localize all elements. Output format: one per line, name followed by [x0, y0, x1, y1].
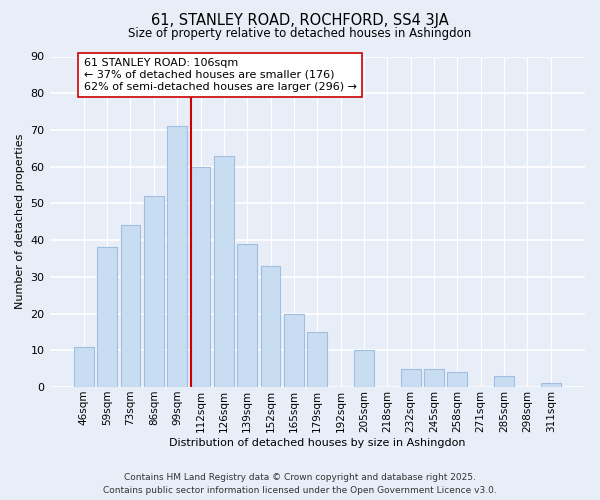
Bar — [214, 156, 234, 387]
Bar — [284, 314, 304, 387]
Y-axis label: Number of detached properties: Number of detached properties — [15, 134, 25, 310]
Bar — [191, 166, 211, 387]
Text: Size of property relative to detached houses in Ashingdon: Size of property relative to detached ho… — [128, 28, 472, 40]
Bar — [97, 248, 117, 387]
Bar — [121, 226, 140, 387]
Text: Contains HM Land Registry data © Crown copyright and database right 2025.
Contai: Contains HM Land Registry data © Crown c… — [103, 473, 497, 495]
Bar — [424, 368, 444, 387]
Text: 61 STANLEY ROAD: 106sqm
← 37% of detached houses are smaller (176)
62% of semi-d: 61 STANLEY ROAD: 106sqm ← 37% of detache… — [84, 58, 357, 92]
Bar — [494, 376, 514, 387]
Text: 61, STANLEY ROAD, ROCHFORD, SS4 3JA: 61, STANLEY ROAD, ROCHFORD, SS4 3JA — [151, 12, 449, 28]
Bar — [238, 244, 257, 387]
Bar — [401, 368, 421, 387]
Bar — [354, 350, 374, 387]
Bar — [448, 372, 467, 387]
Bar — [167, 126, 187, 387]
Bar — [307, 332, 327, 387]
Bar — [74, 346, 94, 387]
Bar — [144, 196, 164, 387]
X-axis label: Distribution of detached houses by size in Ashingdon: Distribution of detached houses by size … — [169, 438, 466, 448]
Bar — [260, 266, 280, 387]
Bar — [541, 384, 560, 387]
